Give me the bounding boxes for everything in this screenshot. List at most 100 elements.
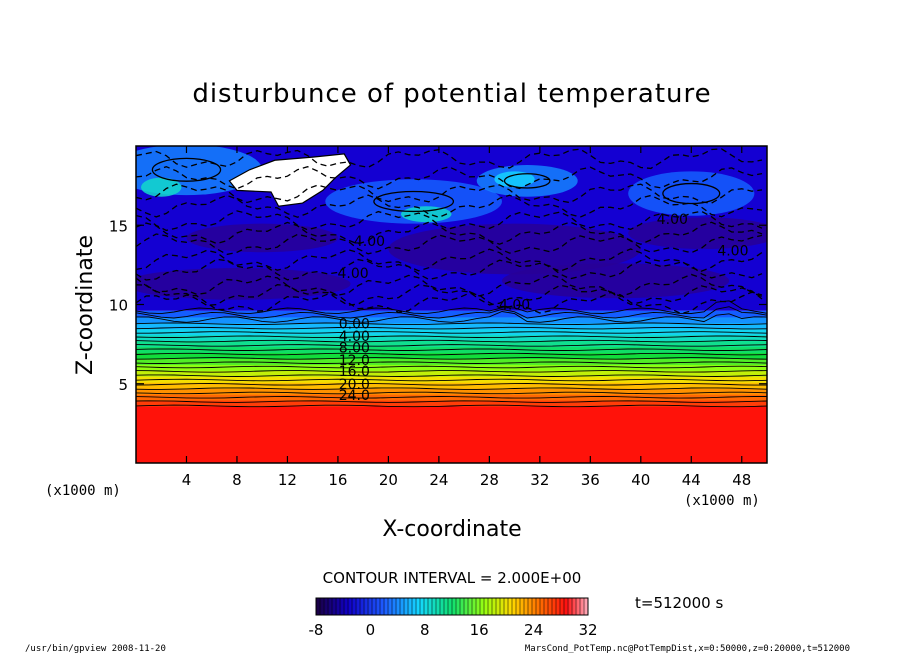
contour-line-negative	[136, 194, 763, 218]
contour-line	[136, 361, 767, 364]
x-tick-label: 28	[480, 471, 499, 489]
contour-line-negative	[136, 221, 763, 245]
x-axis-label: X-coordinate	[382, 517, 521, 542]
field-patch	[401, 206, 452, 223]
contour-label: 4.00	[337, 266, 368, 282]
footer-left: /usr/bin/gpview 2008-11-20	[25, 644, 166, 654]
field-patch	[501, 263, 730, 299]
contour-label: 4.00	[339, 329, 370, 345]
contour-line-negative	[136, 183, 763, 204]
strata-band	[136, 352, 767, 359]
contour-line	[136, 365, 767, 369]
field-patch	[494, 171, 535, 188]
contour-line	[136, 335, 767, 339]
contour-line	[136, 300, 767, 315]
contour-line-negative	[136, 284, 763, 306]
contour-line	[136, 357, 767, 360]
strata-band	[136, 310, 767, 318]
field-patch	[628, 171, 755, 216]
strata-band	[136, 364, 767, 371]
x-tick-label: 32	[530, 471, 549, 489]
contour-loop	[503, 173, 551, 189]
x-tick-label: 44	[682, 471, 701, 489]
contour-line-negative	[136, 148, 763, 170]
colorbar-tick-label: 16	[470, 621, 489, 639]
x-unit-left: (x1000 m)	[45, 483, 121, 499]
contour-loop	[151, 157, 222, 182]
x-tick-label: 48	[732, 471, 751, 489]
contour-line	[136, 326, 767, 330]
colorbar-tick-label: 24	[524, 621, 543, 639]
colorbar-ticks: -8 0 8 16 24 32	[309, 621, 598, 639]
x-tick-label: 20	[379, 471, 398, 489]
strata-band	[136, 399, 767, 407]
strata-band	[136, 394, 767, 401]
strata-band	[136, 316, 767, 324]
footer-right: MarsCond_PotTemp.nc@PotTempDist,x=0:5000…	[525, 644, 850, 654]
colorbar-tick-label: 8	[420, 621, 430, 639]
contour-line-negative	[136, 248, 763, 272]
contour-line	[136, 306, 767, 319]
colorbar-tick-label: 0	[366, 621, 376, 639]
contour-labels: 0.004.008.0012.016.020.024.04.004.004.00…	[337, 212, 748, 404]
strata-band	[136, 370, 767, 377]
y-axis-label: Z-coordinate	[73, 235, 98, 375]
y-axis-ticks: 5 10 15	[109, 217, 767, 394]
contour-line	[136, 370, 767, 373]
x-tick-label: 36	[581, 471, 600, 489]
contour-line	[136, 311, 767, 323]
contour-label: 20.0	[339, 377, 370, 393]
colorbar-tick-label: 32	[578, 621, 597, 639]
y-tick-label: 5	[118, 376, 128, 394]
contour-line-negative	[136, 258, 763, 281]
contour-line	[136, 400, 767, 403]
contour-interval: CONTOUR INTERVAL = 2.000E+00	[323, 569, 582, 587]
contour-line	[136, 378, 767, 382]
field-patch	[325, 179, 502, 224]
contour-loop	[373, 190, 455, 213]
colorbar-tick-label: -8	[309, 621, 324, 639]
contour-line	[136, 387, 767, 390]
contour-line-negative	[136, 233, 763, 256]
contour-line	[136, 374, 767, 377]
x-tick-label: 12	[278, 471, 297, 489]
strata-band	[136, 328, 767, 336]
contour-line	[136, 344, 767, 347]
contour-line	[136, 348, 767, 351]
contour-line	[136, 331, 767, 334]
x-tick-label: 8	[232, 471, 242, 489]
time-label: t=512000 s	[635, 594, 723, 612]
field-patch	[186, 223, 338, 253]
field-patch	[388, 223, 641, 275]
contour-label: 16.0	[339, 364, 370, 380]
contour-label: 0.00	[339, 317, 370, 333]
strata-band	[136, 340, 767, 348]
x-axis-ticks: 4 8 12 16 20 24 28 32 36 40 44 48	[182, 146, 751, 489]
contour-label: 12.0	[339, 353, 370, 369]
contour-line-negative	[136, 273, 763, 298]
strata-band	[136, 388, 767, 395]
contour-label: 4.00	[717, 244, 748, 260]
y-tick-label: 15	[109, 217, 128, 235]
contour-line-negative	[136, 210, 763, 232]
contour-line	[136, 404, 767, 408]
chart-title: disturbunce of potential temperature	[192, 79, 711, 109]
contour-label: 24.0	[339, 388, 370, 404]
x-tick-label: 40	[631, 471, 650, 489]
strata-band	[136, 334, 767, 342]
field-patch	[141, 177, 182, 197]
contour-label: 4.00	[354, 234, 385, 250]
contour-line	[136, 352, 767, 356]
x-tick-label: 16	[328, 471, 347, 489]
colorbar: -8 0 8 16 24 32	[309, 597, 598, 639]
strata-band	[136, 322, 767, 330]
warm-layer	[136, 405, 767, 463]
y-tick-label: 10	[109, 297, 128, 315]
x-unit-right: (x1000 m)	[684, 493, 760, 509]
contour-line-negative	[136, 291, 763, 315]
contour-line-negative	[136, 166, 763, 190]
contour-line	[136, 339, 767, 343]
field-patch	[628, 217, 767, 250]
contour-lines	[136, 148, 767, 408]
